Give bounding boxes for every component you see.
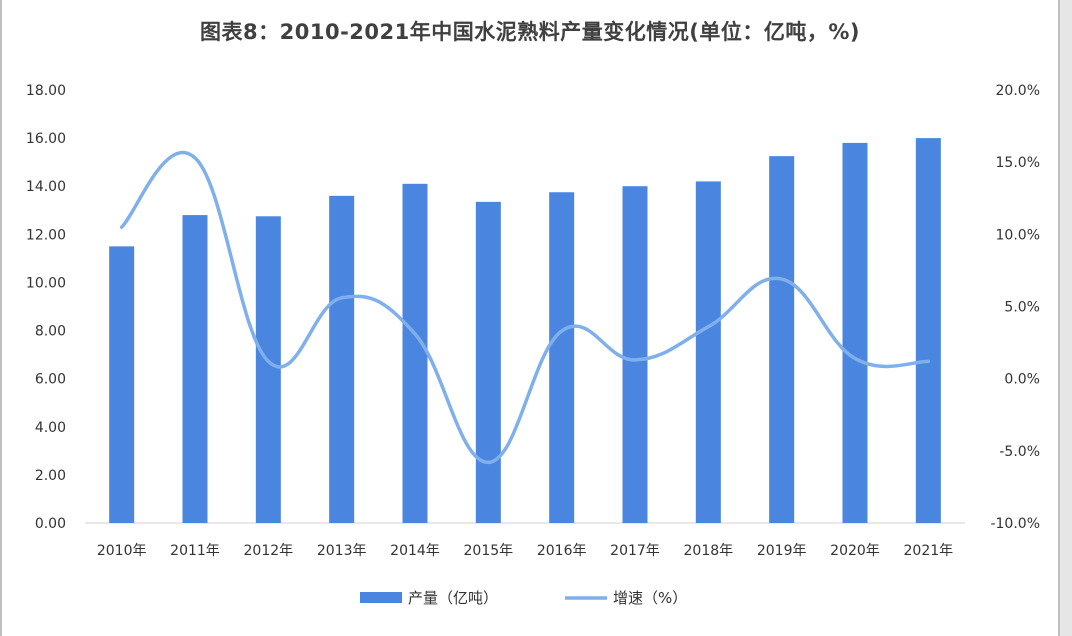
left-axis-ticks: 0.00 2.00 4.00 6.00 8.00 10.00 12.00 14.00 16.00… (26, 83, 66, 532)
window-edge (1060, 0, 1072, 636)
x-axis-ticks: 2010年 2011年 2012年 2013年 2014年 2015年 2016年 2017年… (97, 543, 953, 559)
x-tick-label: 2013年 (317, 543, 367, 559)
right-axis-ticks: -10.0% -5.0% 0.0% 5.0% 10.0% 15.0% 20.0% (990, 83, 1040, 532)
left-tick-label: 2.00 (35, 468, 66, 484)
bar (255, 216, 281, 523)
left-tick-label: 8.00 (35, 324, 66, 340)
x-tick-label: 2017年 (610, 543, 660, 559)
bar (182, 215, 208, 524)
bar (915, 138, 941, 523)
line-series (119, 150, 931, 465)
legend-bar-swatch (360, 592, 402, 603)
left-tick-label: 6.00 (35, 372, 66, 388)
left-tick-label: 18.00 (26, 83, 66, 99)
bar (109, 246, 135, 523)
x-tick-label: 2019年 (757, 543, 807, 559)
bar (622, 186, 648, 523)
bar (549, 192, 575, 523)
left-tick-label: 10.00 (26, 275, 66, 291)
bar (695, 181, 721, 523)
legend-line-label: 增速（%） (613, 589, 687, 607)
left-tick-label: 0.00 (35, 516, 66, 532)
bar-series (109, 138, 941, 524)
left-tick-label: 12.00 (26, 227, 66, 243)
bar (842, 142, 868, 523)
right-tick-label: 5.0% (1004, 300, 1040, 316)
right-tick-label: 15.0% (996, 155, 1040, 171)
legend: 产量（亿吨） 增速（%） (360, 589, 687, 607)
right-tick-label: 20.0% (996, 83, 1040, 99)
left-tick-label: 16.00 (26, 131, 66, 147)
x-tick-label: 2021年 (904, 543, 954, 559)
x-tick-label: 2010年 (97, 543, 147, 559)
right-tick-label: -5.0% (999, 444, 1040, 460)
left-tick-label: 4.00 (35, 420, 66, 436)
x-tick-label: 2015年 (464, 543, 514, 559)
x-tick-label: 2014年 (390, 543, 440, 559)
right-tick-label: 0.0% (1004, 372, 1040, 388)
bar (475, 201, 501, 523)
x-tick-label: 2018年 (684, 543, 734, 559)
right-tick-label: -10.0% (990, 516, 1040, 532)
bar (769, 156, 795, 523)
bar (402, 183, 428, 524)
bar (329, 195, 355, 523)
x-tick-label: 2012年 (244, 543, 294, 559)
x-tick-label: 2020年 (830, 543, 880, 559)
x-tick-label: 2016年 (537, 543, 587, 559)
growth-line (119, 150, 931, 465)
chart-title: 图表8：2010-2021年中国水泥熟料产量变化情况(单位：亿吨，%) (200, 20, 860, 44)
x-tick-label: 2011年 (170, 543, 220, 559)
left-tick-label: 14.00 (26, 179, 66, 195)
legend-bar-label: 产量（亿吨） (408, 589, 498, 607)
right-tick-label: 10.0% (996, 227, 1040, 243)
